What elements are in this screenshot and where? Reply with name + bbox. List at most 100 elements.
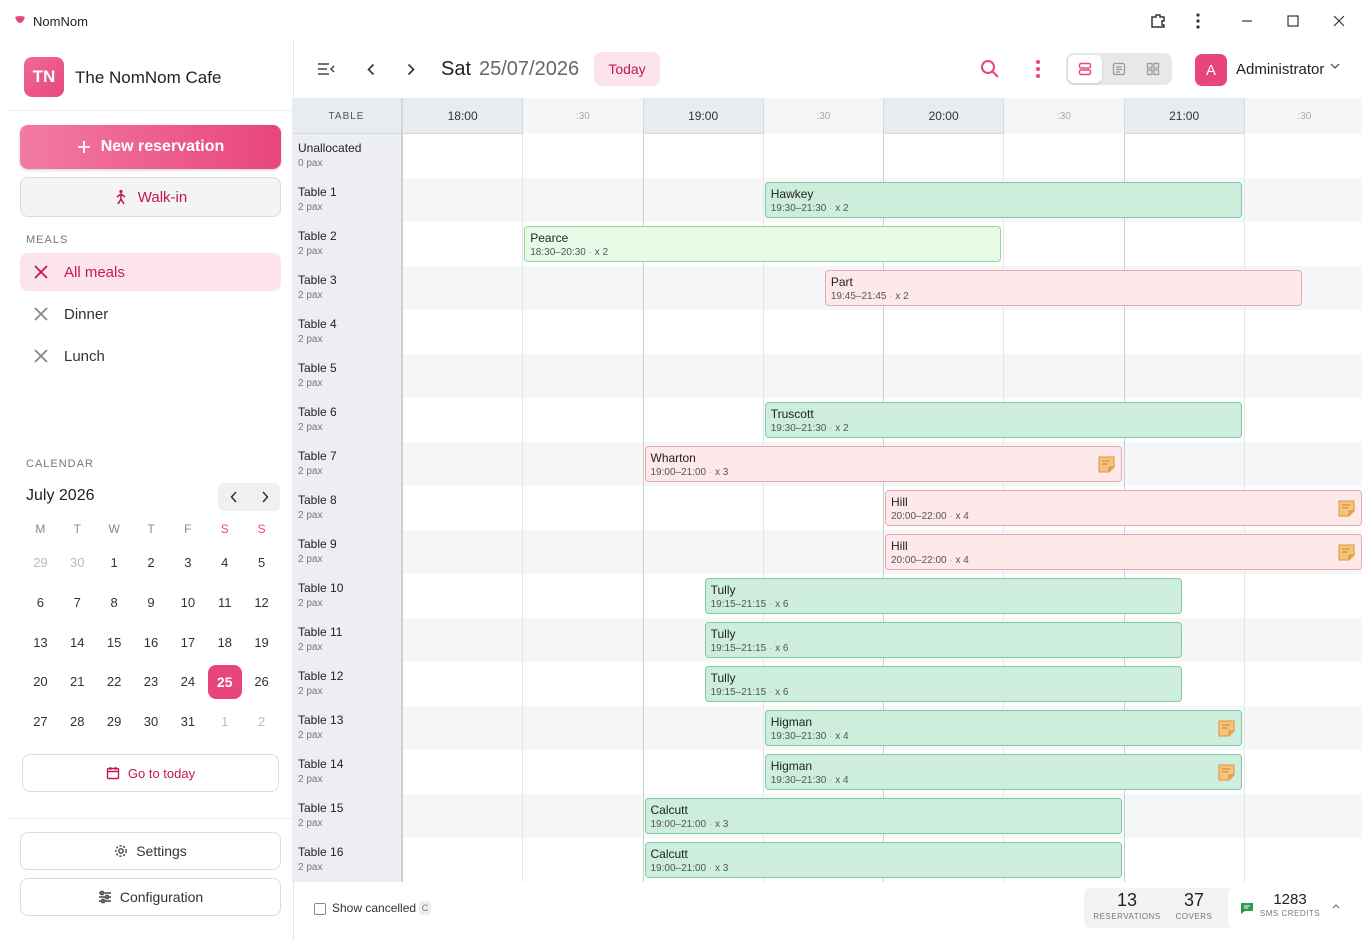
list-view-button[interactable] <box>1102 55 1136 83</box>
chevron-down-icon[interactable] <box>1330 62 1340 70</box>
note-icon[interactable] <box>1338 500 1355 517</box>
calendar-day[interactable]: 20 <box>22 662 59 702</box>
cafe-avatar[interactable]: TN <box>24 57 64 97</box>
previous-day-button[interactable] <box>358 56 384 82</box>
calendar-day[interactable]: 24 <box>169 662 206 702</box>
new-reservation-button[interactable]: New reservation <box>20 125 281 169</box>
configuration-button[interactable]: Configuration <box>20 878 281 916</box>
reservation-block[interactable]: Truscott 19:30–21:30 · x 2 <box>764 402 1242 438</box>
window-menu-icon[interactable] <box>1183 8 1213 34</box>
calendar-day[interactable]: 7 <box>59 583 96 623</box>
reservation-block[interactable]: Pearce 18:30–20:30 · x 2 <box>524 226 1002 262</box>
table-row[interactable]: Unallocated 0 pax <box>292 134 1362 178</box>
calendar-day[interactable]: 2 <box>243 702 280 742</box>
walk-in-button[interactable]: Walk-in <box>20 177 281 217</box>
cafe-name[interactable]: The NomNom Cafe <box>75 68 222 87</box>
collapse-sidebar-icon[interactable] <box>313 56 339 82</box>
calendar-day[interactable]: 4 <box>206 543 243 583</box>
show-cancelled-checkbox[interactable] <box>314 903 326 915</box>
calendar-day[interactable]: 30 <box>59 543 96 583</box>
table-row[interactable]: Table 12 2 pax <box>292 662 1362 706</box>
calendar-day[interactable]: 2 <box>133 543 170 583</box>
note-icon[interactable] <box>1218 720 1235 737</box>
reservation-block[interactable]: Tully 19:15–21:15 · x 6 <box>704 666 1182 702</box>
calendar-day[interactable]: 26 <box>243 662 280 702</box>
reservation-block[interactable]: Calcutt 19:00–21:00 · x 3 <box>644 842 1122 878</box>
next-day-button[interactable] <box>398 56 424 82</box>
calendar-day[interactable]: 18 <box>206 622 243 662</box>
user-avatar[interactable]: A <box>1195 54 1227 86</box>
next-month-button[interactable] <box>249 483 280 511</box>
current-date[interactable]: 25/07/2026 <box>479 58 580 80</box>
table-row[interactable]: Table 14 2 pax <box>292 750 1362 794</box>
reservation-guests: x 6 <box>775 643 789 654</box>
note-icon[interactable] <box>1218 764 1235 781</box>
chevron-up-icon[interactable] <box>1332 903 1340 909</box>
more-options-icon[interactable] <box>1025 56 1051 82</box>
reservation-block[interactable]: Part 19:45–21:45 · x 2 <box>824 270 1302 306</box>
table-row[interactable]: Table 5 2 pax <box>292 354 1362 398</box>
sms-credits-stat[interactable]: 1283 SMS CREDITS <box>1228 888 1352 928</box>
reservation-block[interactable]: Higman 19:30–21:30 · x 4 <box>764 710 1242 746</box>
meal-lunch[interactable]: Lunch <box>20 337 281 375</box>
calendar-day[interactable]: 9 <box>133 583 170 623</box>
calendar-day[interactable]: 1 <box>206 702 243 742</box>
reservation-block[interactable]: Hill 20:00–22:00 · x 4 <box>885 490 1362 526</box>
calendar-day[interactable]: 14 <box>59 622 96 662</box>
table-row[interactable]: Table 16 2 pax <box>292 838 1362 882</box>
calendar-day[interactable]: 6 <box>22 583 59 623</box>
show-cancelled-label[interactable]: Show cancelled <box>332 901 417 915</box>
reservation-block[interactable]: Tully 19:15–21:15 · x 6 <box>704 578 1182 614</box>
calendar-day[interactable]: 19 <box>243 622 280 662</box>
calendar-day[interactable]: 25 <box>206 662 243 702</box>
calendar-day[interactable]: 28 <box>59 702 96 742</box>
calendar-day[interactable]: 29 <box>96 702 133 742</box>
reservation-block[interactable]: Hawkey 19:30–21:30 · x 2 <box>764 182 1242 218</box>
reservation-block[interactable]: Higman 19:30–21:30 · x 4 <box>764 754 1242 790</box>
calendar-day[interactable]: 11 <box>206 583 243 623</box>
reservation-block[interactable]: Calcutt 19:00–21:00 · x 3 <box>644 798 1122 834</box>
table-row[interactable]: Table 8 2 pax <box>292 486 1362 530</box>
calendar-day[interactable]: 22 <box>96 662 133 702</box>
calendar-day[interactable]: 31 <box>169 702 206 742</box>
table-row[interactable]: Table 10 2 pax <box>292 574 1362 618</box>
table-row[interactable]: Table 6 2 pax <box>292 398 1362 442</box>
floor-plan-view-button[interactable] <box>1136 55 1170 83</box>
previous-month-button[interactable] <box>218 483 249 511</box>
reservation-block[interactable]: Tully 19:15–21:15 · x 6 <box>704 622 1182 658</box>
settings-button[interactable]: Settings <box>20 832 281 870</box>
calendar-day[interactable]: 12 <box>243 583 280 623</box>
today-button[interactable]: Today <box>594 52 660 86</box>
calendar-day[interactable]: 23 <box>133 662 170 702</box>
extensions-icon[interactable] <box>1143 8 1173 34</box>
close-icon[interactable] <box>1324 8 1354 34</box>
calendar-day[interactable]: 17 <box>169 622 206 662</box>
calendar-day[interactable]: 30 <box>133 702 170 742</box>
calendar-day[interactable]: 3 <box>169 543 206 583</box>
meal-all-meals[interactable]: All meals <box>20 253 281 291</box>
calendar-day[interactable]: 21 <box>59 662 96 702</box>
timeline-view-button[interactable] <box>1068 55 1102 83</box>
calendar-day[interactable]: 16 <box>133 622 170 662</box>
note-icon[interactable] <box>1098 456 1115 473</box>
table-row[interactable]: Table 4 2 pax <box>292 310 1362 354</box>
reservation-block[interactable]: Wharton 19:00–21:00 · x 3 <box>644 446 1122 482</box>
meal-dinner[interactable]: Dinner <box>20 295 281 333</box>
user-name[interactable]: Administrator <box>1236 61 1325 78</box>
calendar-day[interactable]: 1 <box>96 543 133 583</box>
table-row[interactable]: Table 2 2 pax <box>292 222 1362 266</box>
minimize-icon[interactable] <box>1232 8 1262 34</box>
calendar-day[interactable]: 15 <box>96 622 133 662</box>
calendar-day[interactable]: 29 <box>22 543 59 583</box>
reservation-block[interactable]: Hill 20:00–22:00 · x 4 <box>885 534 1362 570</box>
search-icon[interactable] <box>977 56 1003 82</box>
calendar-day[interactable]: 10 <box>169 583 206 623</box>
calendar-day[interactable]: 27 <box>22 702 59 742</box>
note-icon[interactable] <box>1338 544 1355 561</box>
maximize-icon[interactable] <box>1278 8 1308 34</box>
calendar-day[interactable]: 8 <box>96 583 133 623</box>
meal-label: Dinner <box>64 305 109 323</box>
calendar-day[interactable]: 5 <box>243 543 280 583</box>
go-to-today-button[interactable]: Go to today <box>22 754 279 792</box>
calendar-day[interactable]: 13 <box>22 622 59 662</box>
